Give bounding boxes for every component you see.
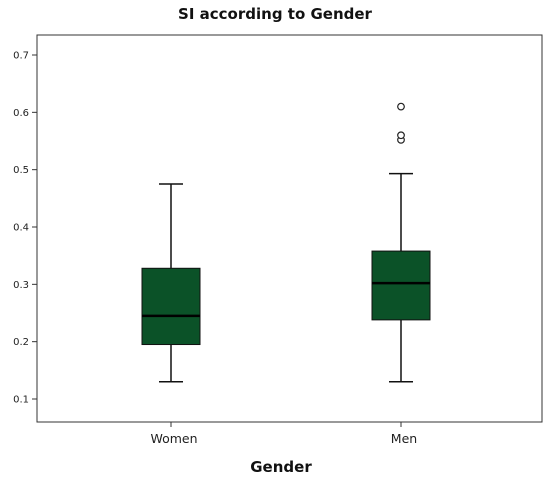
- iqr-box: [371, 250, 431, 321]
- y-tick-label: 0.3: [13, 280, 29, 291]
- y-tick-label: 0.4: [13, 223, 29, 234]
- y-tick-label: 0.7: [13, 51, 29, 62]
- x-tick-label: Men: [391, 431, 417, 446]
- outlier-point: [397, 131, 405, 140]
- y-tick-label: 0.1: [13, 395, 29, 406]
- outlier-point: [397, 102, 405, 111]
- chart-title: SI according to Gender: [178, 5, 373, 23]
- boxes: [141, 102, 431, 383]
- y-tick-label: 0.6: [13, 108, 29, 119]
- x-axis-label: Gender: [250, 458, 312, 476]
- x-axis: Women Men: [150, 422, 417, 446]
- y-tick-label: 0.5: [13, 165, 29, 176]
- y-tick-label: 0.2: [13, 337, 29, 348]
- iqr-box: [141, 267, 201, 346]
- y-axis: 0.1 0.2 0.3 0.4 0.5 0.6 0.7: [13, 51, 37, 406]
- plot-frame: [36, 34, 543, 423]
- x-tick-label: Women: [150, 431, 197, 446]
